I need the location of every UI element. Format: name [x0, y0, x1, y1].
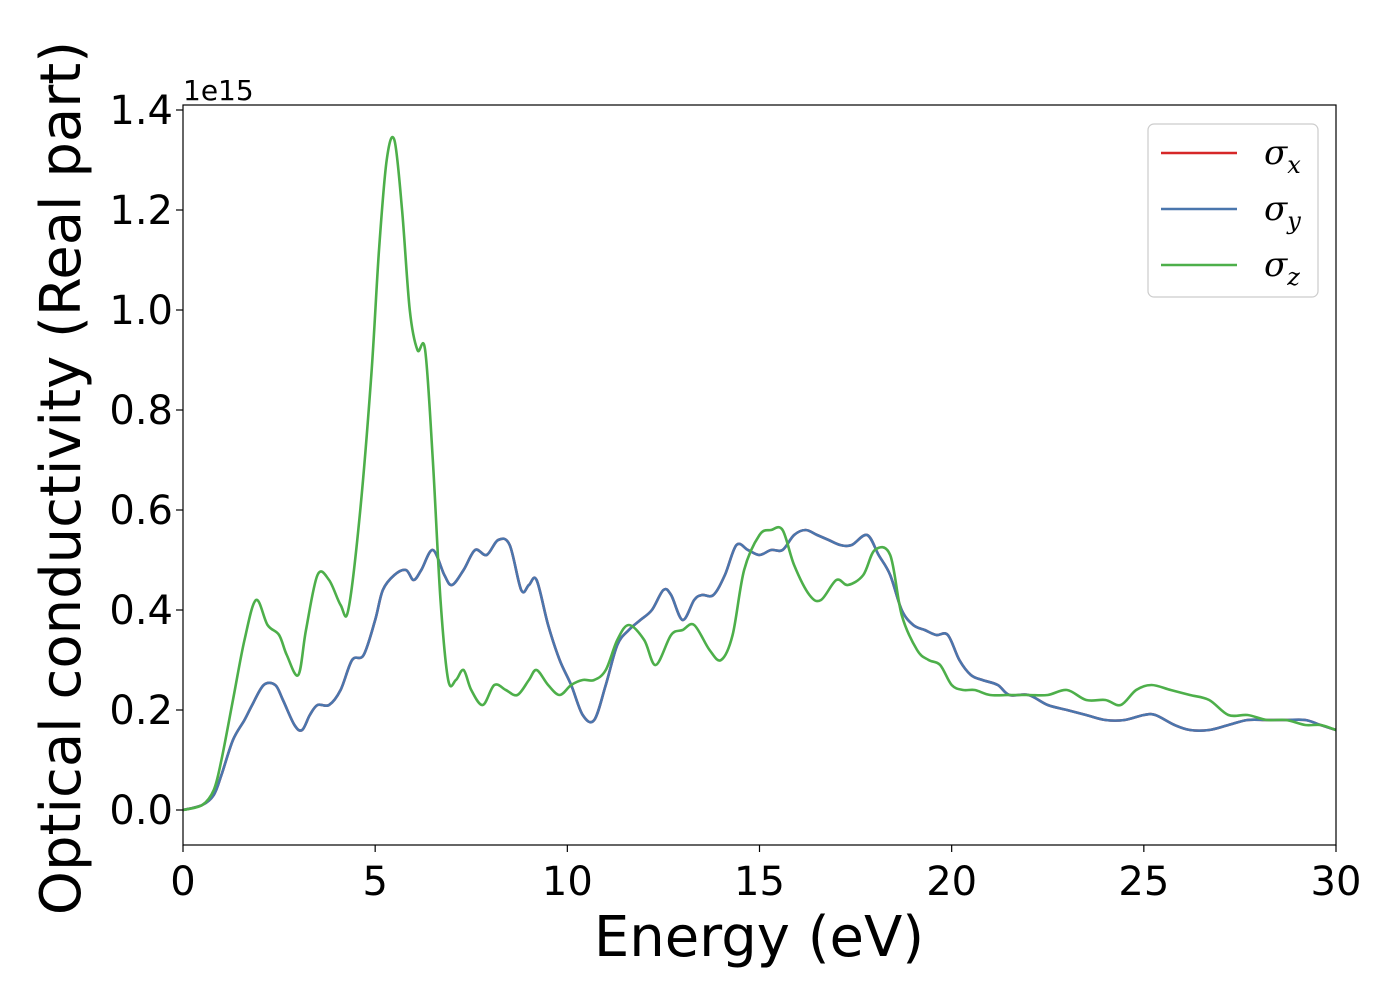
x-tick-label: 10	[542, 859, 593, 905]
x-tick-label: 30	[1311, 859, 1362, 905]
series-line-y	[183, 528, 1336, 812]
legend-box	[1147, 123, 1319, 298]
y-offset-label: 1e15	[183, 74, 254, 107]
x-tick-label: 5	[362, 859, 387, 905]
x-tick-label: 0	[170, 859, 195, 905]
y-tick-label: 0.6	[109, 488, 173, 534]
y-tick-label: 0.4	[109, 588, 173, 634]
y-tick-label: 1.2	[109, 188, 173, 234]
x-axis-title: Energy (eV)	[594, 905, 924, 970]
x-axis: 0 5 10 15 20 25 30	[170, 845, 1361, 905]
x-tick-label: 25	[1118, 859, 1169, 905]
y-tick-label: 1.4	[109, 88, 173, 134]
x-tick-label: 15	[734, 859, 785, 905]
series-layer	[183, 135, 1336, 812]
y-axis: 0.0 0.2 0.4 0.6 0.8 1.0 1.2 1.4	[109, 88, 183, 834]
y-tick-label: 1.0	[109, 288, 173, 334]
y-tick-label: 0.2	[109, 688, 173, 734]
y-tick-label: 0.0	[109, 788, 173, 834]
y-tick-label: 0.8	[109, 388, 173, 434]
y-axis-title: Optical conductivity (Real part)	[29, 41, 94, 915]
series-line-z	[183, 135, 1336, 812]
x-tick-label: 20	[926, 859, 977, 905]
